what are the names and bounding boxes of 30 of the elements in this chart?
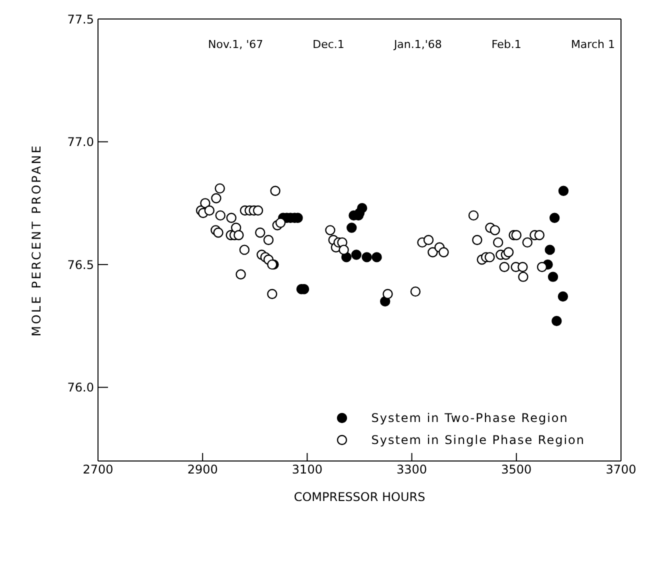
x-tick-label: 3100 xyxy=(292,462,322,477)
point xyxy=(351,250,362,260)
x-axis-title: COMPRESSOR HOURS xyxy=(294,490,426,504)
point xyxy=(552,316,562,326)
annotation: March 1 xyxy=(570,38,615,51)
x-tick-label: 3500 xyxy=(501,462,532,477)
y-tick-label: 76.5 xyxy=(67,258,94,272)
point xyxy=(549,212,560,223)
legend-label: System in Single Phase Region xyxy=(371,433,585,447)
point xyxy=(558,186,569,196)
point xyxy=(548,272,558,282)
annotation: Dec.1 xyxy=(312,38,344,51)
annotation: Nov.1, '67 xyxy=(208,38,264,51)
annotation: Feb.1 xyxy=(491,38,522,51)
x-tick-label: 2700 xyxy=(82,462,114,477)
point xyxy=(544,244,555,255)
y-axis-title: MOLE PERCENT PROPANE xyxy=(29,144,44,336)
x-tick-label: 3700 xyxy=(606,462,636,477)
y-tick-label: 76.0 xyxy=(67,380,94,395)
point xyxy=(558,291,568,302)
point xyxy=(346,222,357,233)
point xyxy=(372,252,382,262)
point xyxy=(357,202,368,214)
legend-label: System in Two-Phase Region xyxy=(371,411,568,425)
point xyxy=(362,252,372,262)
y-tick-label: 77.5 xyxy=(67,12,94,26)
y-tick-label: 77.0 xyxy=(67,135,94,150)
x-tick-label: 3300 xyxy=(396,462,428,477)
annotation: Jan.1,'68 xyxy=(394,38,442,51)
x-tick-label: 2900 xyxy=(187,462,218,477)
